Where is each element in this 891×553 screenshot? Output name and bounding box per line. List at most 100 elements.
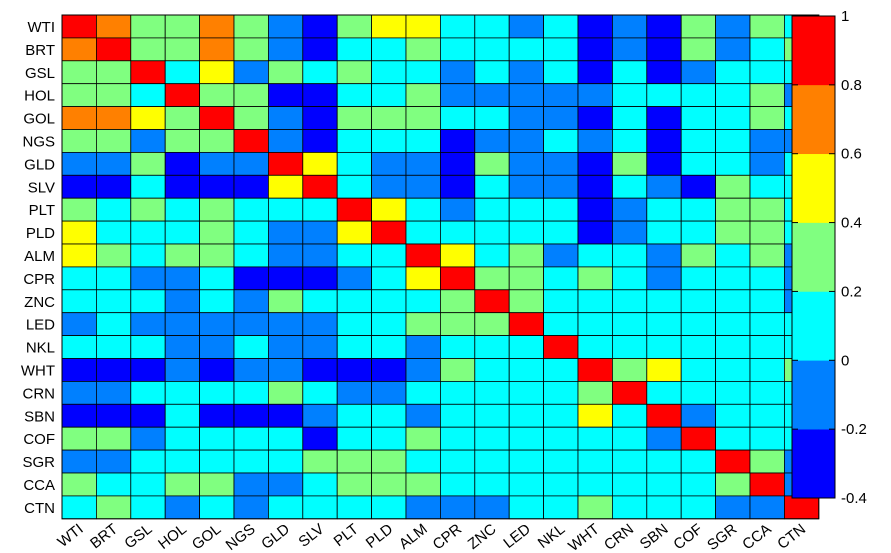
x-label-cof: COF [670,521,705,553]
cell-alm-hol [164,243,200,268]
cell-ngs-sbn [646,129,682,153]
cell-plt-gld [267,197,304,222]
y-label-gld: GLD [24,156,55,173]
colorbar-bin [792,84,835,155]
cell-cca-crn [612,472,648,497]
cell-brt-plt [336,37,373,62]
cell-led-wht [577,312,613,337]
cell-sgr-cca [749,449,785,474]
x-label-wti: WTI [55,521,87,551]
cell-wht-nkl [543,358,579,382]
cell-brt-nkl [543,37,579,62]
cell-nkl-hol [164,335,200,359]
cell-cof-alm [405,426,441,451]
cell-ngs-gld [267,129,304,153]
cell-slv-hol [164,174,200,199]
cell-sbn-cof [680,403,717,428]
cell-alm-crn [612,243,648,268]
cell-pld-gol [199,220,235,245]
cell-gsl-pld [371,60,407,85]
cell-brt-pld [371,37,407,62]
cell-slv-wht [577,174,613,199]
cell-nkl-gld [267,335,304,359]
y-label-cca: CCA [23,477,55,494]
x-label-gld: GLD [258,520,293,552]
cell-gsl-hol [164,60,200,85]
x-label-gol: GOL [189,521,224,553]
cell-gsl-gsl [130,60,166,85]
cell-plt-brt [96,197,132,222]
cell-nkl-plt [336,335,373,359]
cell-cof-gol [199,426,235,451]
colorbar-tick-label: 0.6 [841,146,862,163]
cell-cpr-brt [96,266,132,291]
cell-gsl-znc [474,60,510,85]
cell-nkl-nkl [543,335,579,359]
cell-led-znc [474,312,510,337]
cell-plt-crn [612,197,648,222]
cell-gsl-cof [680,60,717,85]
cell-gsl-slv [302,60,338,85]
cell-slv-wti [61,174,97,199]
x-label-znc: ZNC [465,520,500,552]
cell-pld-plt [336,220,373,245]
cell-cpr-led [508,266,545,291]
colorbar-tick-label: 0.2 [841,283,862,300]
cell-alm-znc [474,243,510,268]
colorbar-bin [792,429,835,499]
colorbar-tick-label: -0.4 [841,490,867,507]
heatmap-cells [61,14,820,520]
cell-wht-wti [61,358,97,382]
cell-wti-sgr [715,14,751,39]
cell-ctn-znc [474,495,510,520]
cell-crn-pld [371,380,407,405]
cell-plt-cca [749,197,785,222]
cell-cca-gld [267,472,304,497]
cell-alm-led [508,243,545,268]
y-label-gol: GOL [23,111,55,128]
cell-sgr-nkl [543,449,579,474]
cell-ngs-gsl [130,129,166,153]
cell-brt-slv [302,37,338,62]
cell-znc-sbn [646,289,682,314]
cell-pld-cca [749,220,785,245]
y-label-wht: WHT [21,362,55,379]
cell-gol-plt [336,106,373,130]
cell-cpr-alm [405,266,441,291]
cell-slv-alm [405,174,441,199]
cell-cof-brt [96,426,132,451]
cell-nkl-brt [96,335,132,359]
cell-wht-sbn [646,358,682,382]
cell-gsl-led [508,60,545,85]
cell-sbn-brt [96,403,132,428]
y-label-led: LED [26,317,55,334]
cell-znc-gol [199,289,235,314]
cell-wht-hol [164,358,200,382]
cell-ngs-ngs [233,129,269,153]
cell-hol-pld [371,83,407,107]
cell-sgr-cpr [439,449,476,474]
cell-nkl-gol [199,335,235,359]
cell-gld-crn [612,151,648,176]
cell-sbn-slv [302,403,338,428]
cell-ctn-slv [302,495,338,520]
cell-cof-cca [749,426,785,451]
cell-cca-sbn [646,472,682,497]
cell-slv-gol [199,174,235,199]
cell-ctn-wht [577,495,613,520]
cell-hol-gsl [130,83,166,107]
cell-sbn-hol [164,403,200,428]
cell-znc-slv [302,289,338,314]
cell-znc-ngs [233,289,269,314]
cell-gsl-brt [96,60,132,85]
cell-gld-sgr [715,151,751,176]
cell-cca-hol [164,472,200,497]
cell-nkl-cpr [439,335,476,359]
cell-crn-gol [199,380,235,405]
cell-led-wti [61,312,97,337]
cell-pld-slv [302,220,338,245]
cell-ngs-cof [680,129,717,153]
cell-brt-alm [405,37,441,62]
cell-gsl-sgr [715,60,751,85]
cell-brt-gol [199,37,235,62]
